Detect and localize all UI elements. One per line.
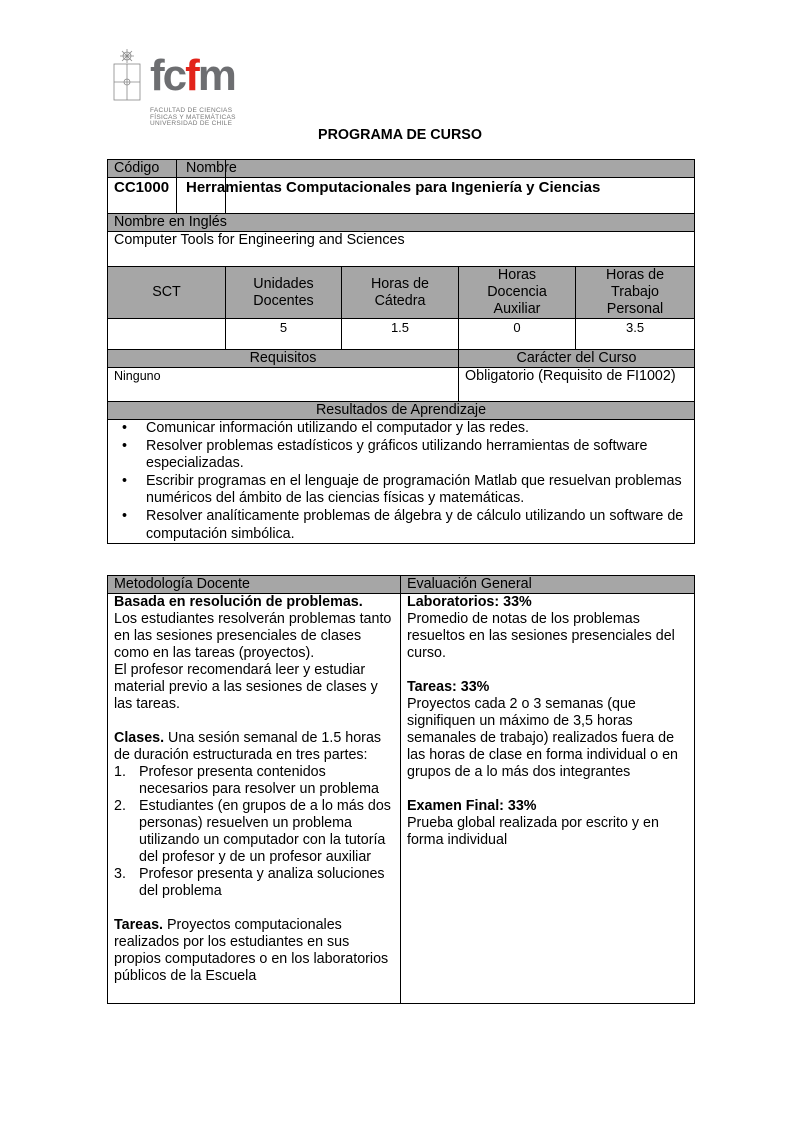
course-code: CC1000	[107, 177, 226, 214]
evaluacion-label: Evaluación General	[400, 575, 695, 594]
metodologia-intro2: El profesor recomendará leer y estudiar …	[114, 662, 378, 712]
list-item: Resolver analíticamente problemas de álg…	[122, 508, 688, 543]
list-item: Escribir programas en el lenguaje de pro…	[122, 473, 688, 508]
evaluacion-item-title: Tareas: 33%	[407, 679, 490, 695]
course-info-table: Código Nombre CC1000 Herramientas Comput…	[106, 159, 696, 545]
value-horas-docencia-auxiliar: 0	[458, 318, 576, 350]
list-item: 2. Estudiantes (en grupos de a lo más dos…	[114, 798, 391, 865]
page-title: PROGRAMA DE CURSO	[318, 127, 482, 143]
evaluacion-item-title: Examen Final: 33%	[407, 798, 537, 814]
list-item: Resolver problemas estadísticos y gráfic…	[122, 438, 688, 473]
requisitos-label: Requisitos	[107, 349, 459, 368]
name-label: Nombre	[186, 159, 696, 178]
fcfm-wordmark: fcfm	[150, 51, 237, 100]
evaluacion-item-text: Proyectos cada 2 o 3 semanas (que signif…	[407, 696, 679, 780]
value-horas-trabajo-personal: 3.5	[574, 318, 696, 350]
resultados-label: Resultados de Aprendizaje	[106, 401, 696, 420]
evaluacion-item-title: Laboratorios: 33%	[407, 594, 532, 610]
clases-paragraph: Clases. Una sesión semanal de 1.5 horas …	[114, 730, 382, 763]
metodologia-intro: Los estudiantes resolverán problemas tan…	[114, 611, 392, 661]
evaluacion-item-text: Promedio de notas de los problemas resue…	[407, 611, 675, 661]
evaluacion-item-text: Prueba global realizada por escrito y en…	[407, 815, 659, 848]
header-horas-catedra: Horas de Cátedra	[341, 266, 459, 319]
fcfm-logo: fcfm FACULTAD DE CIENCIAS FÍSICAS Y MATEM…	[112, 48, 242, 130]
course-name: Herramientas Computacionales para Ingeni…	[186, 177, 696, 214]
value-horas-catedra: 1.5	[341, 318, 459, 350]
metodologia-heading: Basada en resolución de problemas.	[114, 594, 363, 610]
header-horas-docencia-auxiliar: Horas Docencia Auxiliar	[458, 266, 576, 319]
value-sct	[107, 318, 226, 350]
caracter-label: Carácter del Curso	[457, 349, 696, 368]
english-name: Computer Tools for Engineering and Scien…	[106, 231, 696, 267]
methodology-evaluation-table: Metodología Docente Evaluación General B…	[107, 575, 695, 1004]
university-crest-icon	[113, 49, 141, 101]
tareas-paragraph: Tareas. Proyectos computacionales realiz…	[114, 917, 389, 984]
value-unidades-docentes: 5	[225, 318, 342, 350]
caracter-value: Obligatorio (Requisito de FI1002)	[457, 367, 696, 402]
faculty-name: FACULTAD DE CIENCIAS FÍSICAS Y MATEMÁTICA…	[150, 107, 236, 127]
header-unidades-docentes: Unidades Docentes	[225, 266, 342, 319]
header-sct: SCT	[107, 266, 226, 319]
metodologia-content: Basada en resolución de problemas. Los e…	[107, 593, 401, 1004]
evaluacion-content: Laboratorios: 33% Promedio de notas de l…	[400, 593, 695, 1004]
header-horas-trabajo-personal: Horas de Trabajo Personal	[574, 266, 696, 319]
english-name-label: Nombre en Inglés	[106, 213, 696, 232]
list-item: 3. Profesor presenta y analiza soluciones…	[114, 866, 385, 899]
list-item: Comunicar información utilizando el comp…	[122, 420, 688, 438]
list-item: 1. Profesor presenta contenidos necesario…	[114, 764, 379, 797]
requisitos-value: Ninguno	[107, 367, 459, 402]
resultados-list: Comunicar información utilizando el comp…	[106, 418, 696, 545]
metodologia-label: Metodología Docente	[107, 575, 401, 594]
code-label: Código	[107, 159, 226, 178]
